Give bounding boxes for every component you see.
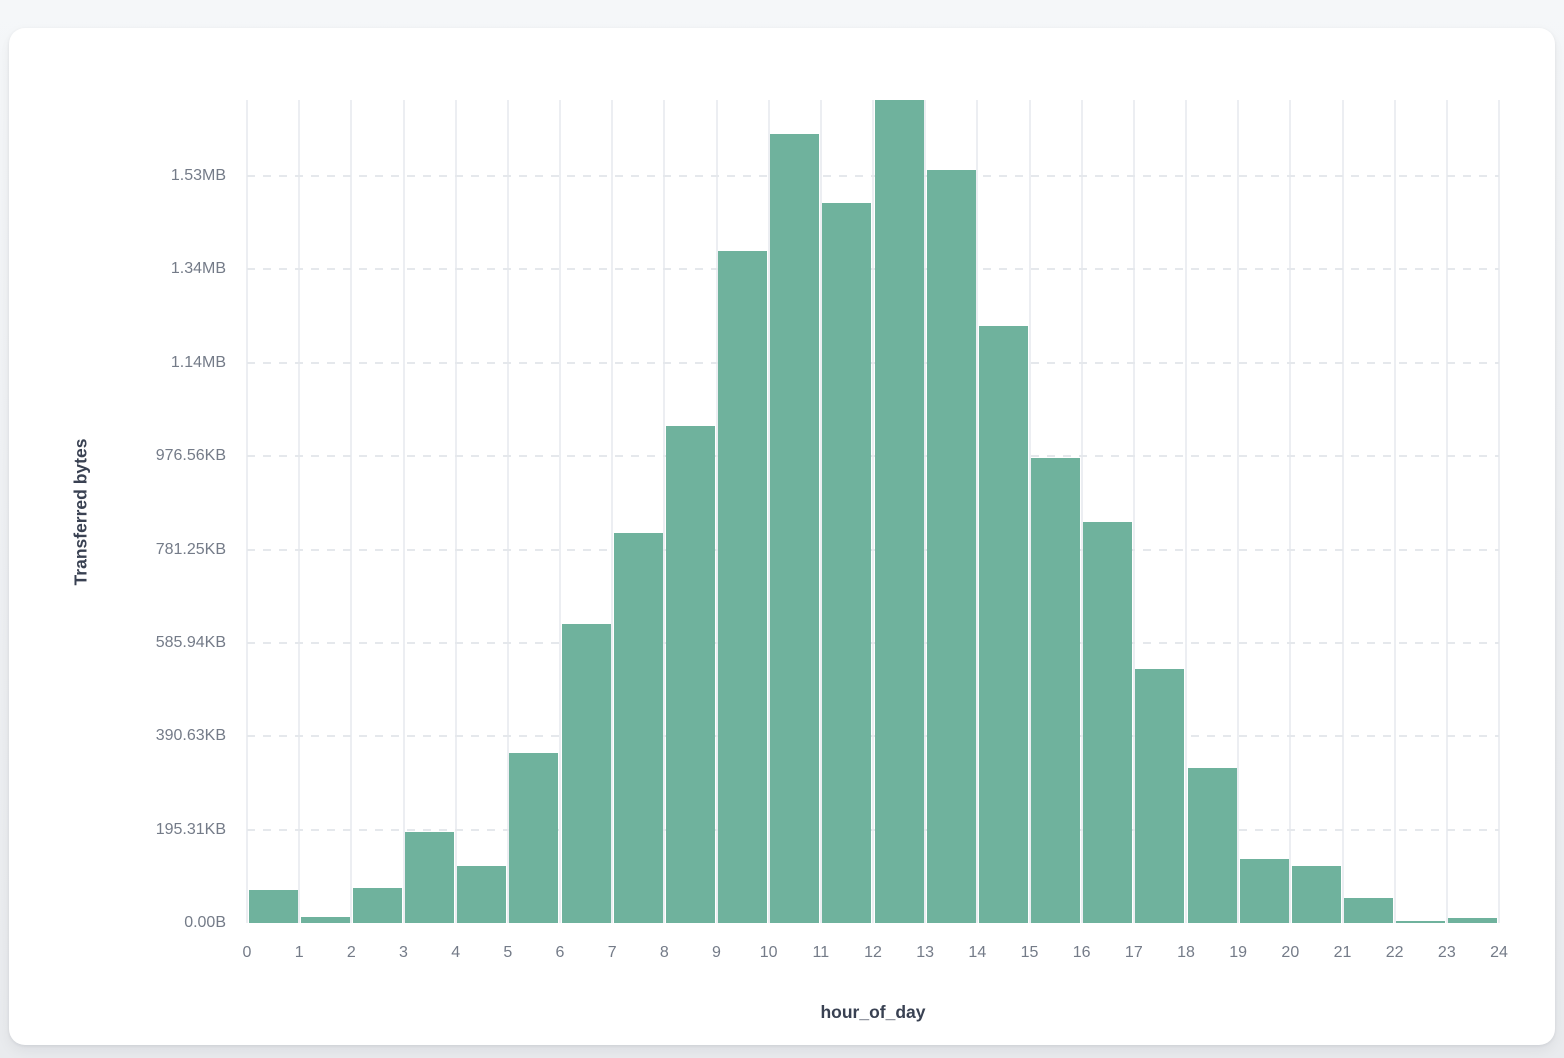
h-gridline [247, 455, 1499, 458]
v-gridline [454, 100, 457, 923]
x-tick-label: 23 [1437, 944, 1456, 961]
x-tick-label: 18 [1177, 944, 1195, 961]
y-tick-label: 781.25KB [155, 540, 226, 558]
v-gridline [715, 100, 718, 923]
y-tick-label: 195.31KB [155, 820, 226, 838]
bar-hour-13[interactable] [926, 170, 976, 923]
bar-hour-21[interactable] [1344, 897, 1394, 923]
bar-hour-16[interactable] [1083, 521, 1133, 923]
v-gridline [506, 100, 509, 923]
bar-hour-18[interactable] [1187, 768, 1237, 923]
x-tick-label: 4 [451, 944, 461, 961]
h-gridline [247, 268, 1499, 271]
bar-hour-2[interactable] [352, 888, 402, 923]
x-tick-label: 6 [555, 944, 565, 961]
x-tick-label: 5 [503, 944, 513, 961]
x-tick-label: 11 [812, 944, 830, 961]
h-gridline [247, 361, 1499, 364]
v-gridline [350, 100, 353, 923]
x-tick-label: 7 [607, 944, 617, 961]
bar-hour-17[interactable] [1135, 669, 1185, 923]
y-tick-label: 1.34MB [170, 260, 226, 278]
y-tick-label: 0.00B [184, 914, 226, 931]
x-tick-label: 22 [1385, 944, 1404, 961]
x-tick-label: 0 [242, 944, 252, 961]
h-gridline [247, 175, 1499, 178]
v-gridline [1498, 100, 1500, 923]
v-gridline [872, 100, 874, 923]
v-gridline [1341, 100, 1344, 923]
bar-hour-10[interactable] [770, 134, 820, 923]
x-tick-label: 3 [399, 944, 408, 961]
x-tick-label: 16 [1072, 944, 1091, 961]
bar-hour-19[interactable] [1239, 859, 1289, 923]
bar-hour-5[interactable] [509, 752, 559, 923]
v-gridline [1028, 100, 1031, 923]
x-tick-label: 14 [968, 944, 987, 961]
x-tick-label: 13 [916, 944, 935, 961]
v-gridline [819, 100, 822, 923]
v-gridline [1445, 100, 1448, 923]
h-gridline [247, 735, 1499, 738]
v-gridline [298, 100, 301, 923]
h-gridline [247, 828, 1499, 831]
bar-hour-3[interactable] [405, 831, 455, 923]
plot-area: 0.00B 195.31KB 390.63KB 585.94KB 781.25KB 976… [71, 100, 1508, 1022]
x-tick-label: 19 [1229, 944, 1248, 961]
x-tick-label: 17 [1124, 944, 1143, 961]
v-gridline [246, 100, 248, 923]
x-tick-label: 9 [712, 944, 721, 961]
v-gridline [559, 100, 561, 923]
bar-hour-15[interactable] [1031, 458, 1081, 923]
bar-hour-11[interactable] [822, 202, 872, 923]
bar-hour-22[interactable] [1396, 921, 1446, 923]
x-tick-label: 10 [759, 944, 778, 961]
chart-card: 0.00B 195.31KB 390.63KB 585.94KB 781.25KB 976… [9, 28, 1555, 1045]
bar-hour-14[interactable] [978, 325, 1028, 923]
y-tick-label: 1.14MB [170, 353, 226, 371]
y-tick-label: 585.94KB [155, 633, 226, 651]
v-gridline [1289, 100, 1292, 923]
v-gridline [1080, 100, 1083, 923]
v-gridline [663, 100, 666, 923]
v-gridline [924, 100, 927, 923]
bar-hour-8[interactable] [665, 425, 715, 923]
y-tick-label: 390.63KB [155, 727, 226, 745]
v-gridline [1132, 100, 1135, 923]
y-tick-label: 976.56KB [155, 447, 226, 465]
bar-hour-6[interactable] [561, 624, 611, 923]
v-gridline [1237, 100, 1240, 923]
bar-hour-7[interactable] [613, 533, 663, 923]
bar-hour-0[interactable] [248, 890, 298, 923]
bar-hour-1[interactable] [300, 916, 350, 923]
x-tick-label: 1 [294, 944, 304, 961]
bar-hour-20[interactable] [1291, 866, 1341, 923]
bar-hour-4[interactable] [457, 866, 507, 923]
h-gridline [247, 548, 1499, 551]
v-gridline [976, 100, 979, 923]
x-tick-label: 8 [659, 944, 669, 961]
v-gridline [1185, 100, 1187, 923]
x-axis-title: hour_of_day [820, 1002, 926, 1022]
x-tick-label: 24 [1490, 944, 1508, 961]
v-gridline [402, 100, 405, 923]
h-gridline [247, 641, 1499, 644]
x-tick-label: 12 [864, 944, 882, 961]
x-tick-label: 21 [1333, 944, 1352, 961]
v-gridline [611, 100, 614, 923]
x-tick-label: 20 [1281, 944, 1300, 961]
bar-hour-23[interactable] [1448, 918, 1498, 923]
v-gridline [1393, 100, 1396, 923]
y-tick-label: 1.53MB [170, 167, 226, 185]
y-axis-title: Transferred bytes [70, 438, 91, 585]
x-tick-label: 2 [346, 944, 356, 961]
v-gridline [767, 100, 770, 923]
x-tick-label: 15 [1020, 944, 1039, 961]
bar-hour-12[interactable] [874, 100, 924, 923]
bar-hour-9[interactable] [718, 250, 768, 923]
